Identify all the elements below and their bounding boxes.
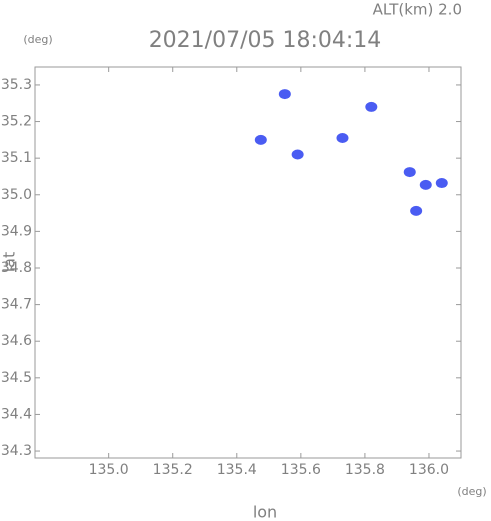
- x-tick-label: 136.0: [409, 462, 449, 478]
- echo: [365, 101, 378, 112]
- x-tick-label: 135.4: [217, 462, 257, 478]
- chart-title: 2021/07/05 18:04:14: [149, 28, 382, 53]
- y-tick-label: 35.1: [1, 150, 32, 166]
- x-tick-label: 135.2: [153, 462, 193, 478]
- echo: [278, 89, 291, 100]
- x-tick-label: 135.0: [89, 462, 129, 478]
- y-tick-label: 34.8: [1, 260, 32, 276]
- y-axis-label: lat: [0, 252, 19, 273]
- y-tick-label: 34.9: [1, 223, 32, 239]
- x-tick-label: 135.8: [345, 462, 385, 478]
- echo: [419, 179, 432, 190]
- subtitle: ALT(km) 2.0: [373, 1, 462, 19]
- echo: [291, 149, 304, 160]
- x-unit: (deg): [457, 485, 486, 498]
- y-tick-label: 35.3: [1, 77, 32, 93]
- plot-frame: [34, 66, 462, 459]
- y-tick-label: 34.3: [1, 443, 32, 459]
- y-tick-label: 34.6: [1, 333, 32, 349]
- echo: [410, 205, 423, 216]
- x-tick-label: 135.6: [281, 462, 321, 478]
- y-tick-label: 34.7: [1, 297, 32, 313]
- y-tick-label: 34.5: [1, 370, 32, 386]
- y-tick-label: 35.2: [1, 114, 32, 130]
- echo: [403, 167, 416, 178]
- echo: [336, 133, 349, 144]
- y-tick-label: 34.4: [1, 406, 32, 422]
- y-tick-label: 35.0: [1, 187, 32, 203]
- echo: [254, 134, 267, 145]
- x-axis-label: lon: [253, 503, 277, 521]
- y-unit: (deg): [23, 33, 52, 46]
- echo: [435, 178, 448, 189]
